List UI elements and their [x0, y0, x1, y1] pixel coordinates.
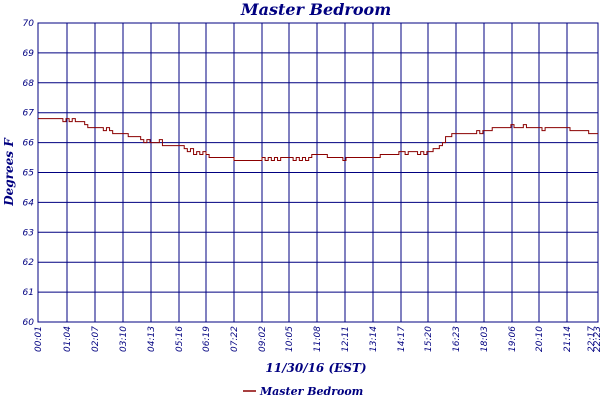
x-axis-label: 11/30/16 (EST)	[265, 361, 366, 375]
series-line-master-bedroom	[38, 118, 598, 162]
x-tick-label: 22:23	[593, 326, 600, 352]
x-tick-label: 20:10	[535, 326, 545, 352]
chart-title: Master Bedroom	[240, 0, 391, 19]
y-tick-label: 64	[23, 198, 35, 208]
y-tick-label: 67	[23, 109, 35, 119]
x-tick-label: 13:14	[369, 326, 379, 352]
y-tick-label: 60	[23, 318, 35, 328]
legend: Master Bedroom	[243, 385, 363, 398]
y-axis-label: Degrees F	[2, 137, 16, 207]
x-tick-label: 05:16	[175, 326, 185, 352]
x-tick-label: 12:11	[341, 326, 351, 352]
x-tick-label: 09:02	[258, 326, 268, 352]
legend-label-master-bedroom: Master Bedroom	[259, 385, 363, 398]
y-tick-label: 70	[23, 19, 35, 29]
x-tick-label: 06:19	[202, 326, 212, 352]
gridlines	[38, 22, 598, 323]
y-tick-label: 61	[23, 288, 34, 298]
x-tick-label: 02:07	[91, 326, 101, 352]
x-tick-label: 14:17	[397, 326, 407, 352]
x-tick-label: 11:08	[313, 326, 323, 352]
x-tick-label: 22:17	[587, 326, 597, 352]
series-layer	[38, 118, 598, 162]
x-tick-label: 21:14	[563, 326, 573, 352]
x-tick-label: 15:20	[424, 326, 434, 352]
y-tick-label: 69	[23, 49, 35, 59]
x-tick-label: 10:05	[285, 326, 295, 352]
x-tick-label: 01:04	[63, 326, 73, 352]
x-tick-label: 07:22	[230, 326, 240, 352]
y-tick-label: 66	[23, 139, 35, 149]
x-tick-label: 18:03	[480, 326, 490, 352]
y-tick-label: 62	[23, 258, 35, 268]
y-tick-label: 68	[23, 79, 35, 89]
x-tick-label: 19:06	[508, 326, 518, 352]
plot-area-border	[37, 22, 599, 323]
x-tick-label: 04:13	[147, 326, 157, 352]
x-tick-label: 00:01	[34, 326, 44, 352]
y-tick-labels: 60 61 62 63 64 65 66 67 68 69 70	[23, 19, 35, 328]
x-tick-label: 16:23	[452, 326, 462, 352]
x-tick-labels: 00:01 01:04 02:07 03:10 04:13 05:16 06:19 07:22…	[34, 326, 600, 352]
y-tick-label: 63	[23, 228, 35, 238]
y-tick-label: 65	[23, 169, 35, 179]
x-tick-label: 03:10	[119, 326, 129, 352]
